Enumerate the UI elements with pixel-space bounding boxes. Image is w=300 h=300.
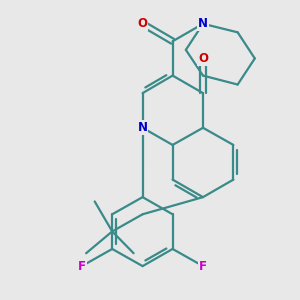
Text: O: O (138, 17, 148, 30)
Text: N: N (198, 17, 208, 30)
Text: N: N (138, 121, 148, 134)
Text: F: F (199, 260, 207, 273)
Text: O: O (198, 52, 208, 65)
Text: F: F (78, 260, 86, 273)
